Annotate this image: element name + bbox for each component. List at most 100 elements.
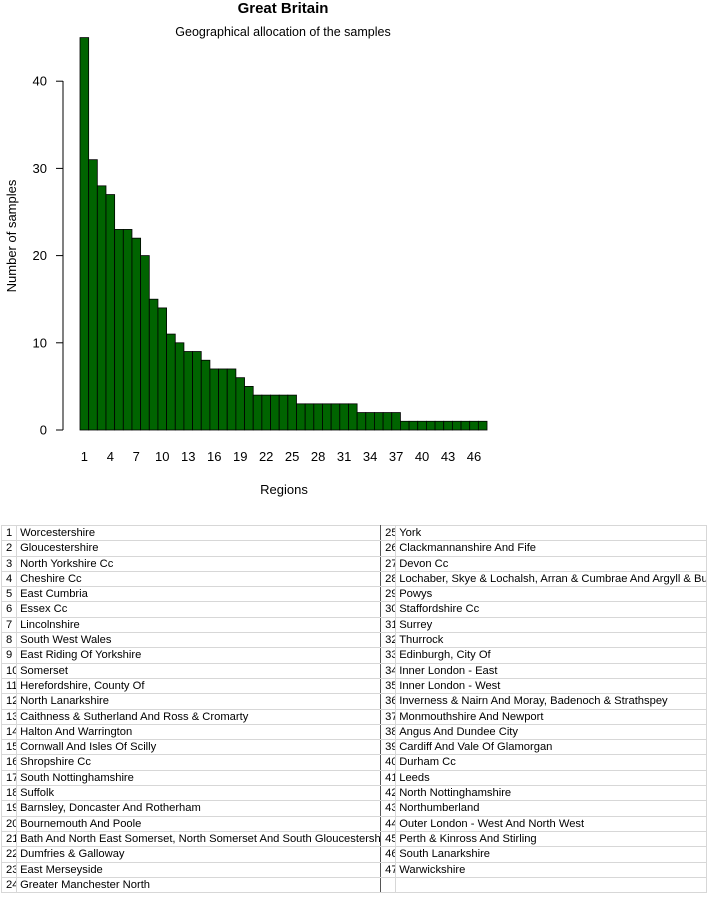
legend-number: 47	[380, 861, 397, 878]
legend-region-name: Caithness & Sutherland And Ross & Cromar…	[16, 708, 382, 725]
x-tick-label: 4	[107, 449, 114, 464]
legend-row: 17South Nottinghamshire41Leeds	[0, 769, 707, 787]
x-axis-tick-labels: 1 4 7 10 13 16 19 22 25 28 31 34 37 40 43 46	[81, 449, 482, 464]
bar-region-10	[157, 307, 168, 431]
legend-region-name: South West Wales	[16, 632, 382, 649]
bar-region-32	[348, 403, 358, 431]
x-tick-label: 1	[81, 449, 88, 464]
legend-row: 18Suffolk42North Nottinghamshire	[0, 785, 707, 802]
bar-region-5	[114, 229, 124, 431]
x-tick-label: 13	[181, 449, 195, 464]
legend-number: 27	[380, 555, 397, 572]
legend-number: 41	[380, 769, 397, 787]
legend-number: 39	[380, 739, 397, 756]
legend-number: 10	[0, 662, 18, 679]
legend-region-name: Inner London - East	[395, 662, 707, 679]
legend-row: 1Worcestershire25York	[0, 524, 707, 542]
legend-region-name: North Lanarkshire	[16, 693, 382, 710]
bar-region-12	[174, 342, 185, 431]
legend-number: 25	[380, 524, 397, 542]
legend-region-name: Somerset	[16, 662, 382, 679]
legend-number: 36	[380, 693, 397, 710]
legend-number: 46	[380, 846, 397, 863]
legend-number: 35	[380, 677, 397, 695]
legend-row: 10Somerset34Inner London - East	[0, 662, 707, 679]
legend-row: 20Bournemouth And Poole44Outer London - …	[0, 815, 707, 832]
bar-region-26	[296, 403, 306, 431]
legend-region-name: East Riding Of Yorkshire	[16, 647, 382, 664]
legend-number: 33	[380, 647, 397, 664]
bar-region-3	[96, 185, 107, 431]
legend-number: 24	[0, 876, 18, 894]
legend-row: 23East Merseyside47Warwickshire	[0, 861, 707, 878]
bar-region-30	[330, 403, 341, 431]
bar-region-9	[148, 298, 159, 431]
legend-number: 34	[380, 662, 397, 679]
legend-number: 22	[0, 846, 18, 863]
y-axis-label: Number of samples	[4, 179, 19, 292]
legend-row: 12North Lanarkshire36Inverness & Nairn A…	[0, 693, 707, 710]
legend-number	[380, 876, 397, 894]
legend-region-name: York	[395, 524, 707, 542]
legend-number: 6	[0, 601, 18, 618]
y-tick-label: 20	[33, 248, 47, 263]
x-axis-label: Regions	[260, 482, 308, 497]
legend-region-name: Bournemouth And Poole	[16, 815, 382, 832]
x-tick-label: 28	[311, 449, 325, 464]
legend-region-name: Leeds	[395, 769, 707, 787]
bar-region-43	[443, 420, 453, 431]
legend-region-name: Suffolk	[16, 785, 382, 802]
bar-region-1	[79, 37, 90, 431]
legend-number: 40	[380, 754, 397, 771]
bar-region-36	[382, 412, 393, 431]
bar-region-18	[226, 368, 237, 431]
legend-row: 7Lincolnshire31Surrey	[0, 616, 707, 634]
legend-region-name: Devon Cc	[395, 555, 707, 572]
bar-region-20	[244, 385, 254, 431]
legend-number: 31	[380, 616, 397, 634]
bar-region-16	[209, 368, 219, 431]
y-tick-label: 40	[33, 74, 47, 89]
legend-region-name: Powys	[395, 586, 707, 603]
legend-region-name: Inner London - West	[395, 677, 707, 695]
legend-number: 38	[380, 723, 397, 741]
legend-region-name: Angus And Dundee City	[395, 723, 707, 741]
x-tick-label: 16	[207, 449, 221, 464]
legend-number: 30	[380, 601, 397, 618]
legend-region-name: Thurrock	[395, 632, 707, 649]
bar-region-19	[235, 377, 245, 431]
legend-row: 16Shropshire Cc40Durham Cc	[0, 754, 707, 771]
bar-region-6	[122, 229, 133, 431]
bar-region-39	[408, 420, 419, 431]
legend-region-name: East Cumbria	[16, 586, 382, 603]
bar-chart: Great Britain Geographical allocation of…	[4, 0, 488, 497]
bar-region-25	[287, 394, 297, 431]
legend-region-name: Lincolnshire	[16, 616, 382, 634]
legend-region-name: Essex Cc	[16, 601, 382, 618]
bar-region-29	[322, 403, 332, 431]
legend-number: 29	[380, 586, 397, 603]
bar-region-27	[304, 403, 315, 431]
x-tick-label: 19	[233, 449, 247, 464]
legend-number: 5	[0, 586, 18, 603]
bar-region-34	[365, 412, 375, 431]
legend-region-name: Durham Cc	[395, 754, 707, 771]
legend-number: 8	[0, 632, 18, 649]
x-tick-label: 25	[285, 449, 299, 464]
y-tick-label: 30	[33, 161, 47, 176]
legend-region-name: North Yorkshire Cc	[16, 555, 382, 572]
legend-number: 4	[0, 570, 18, 588]
bar-region-13	[183, 351, 193, 431]
legend-region-name: Outer London - West And North West	[395, 815, 707, 832]
legend-number: 11	[0, 677, 18, 695]
legend-region-name: Halton And Warrington	[16, 723, 382, 741]
x-tick-label: 46	[467, 449, 481, 464]
legend-number: 15	[0, 739, 18, 756]
legend-region-name: Inverness & Nairn And Moray, Badenoch & …	[395, 693, 707, 710]
legend-region-name: Dumfries & Galloway	[16, 846, 382, 863]
legend-region-name: South Nottinghamshire	[16, 769, 382, 787]
legend-number: 44	[380, 815, 397, 832]
x-tick-label: 43	[441, 449, 455, 464]
